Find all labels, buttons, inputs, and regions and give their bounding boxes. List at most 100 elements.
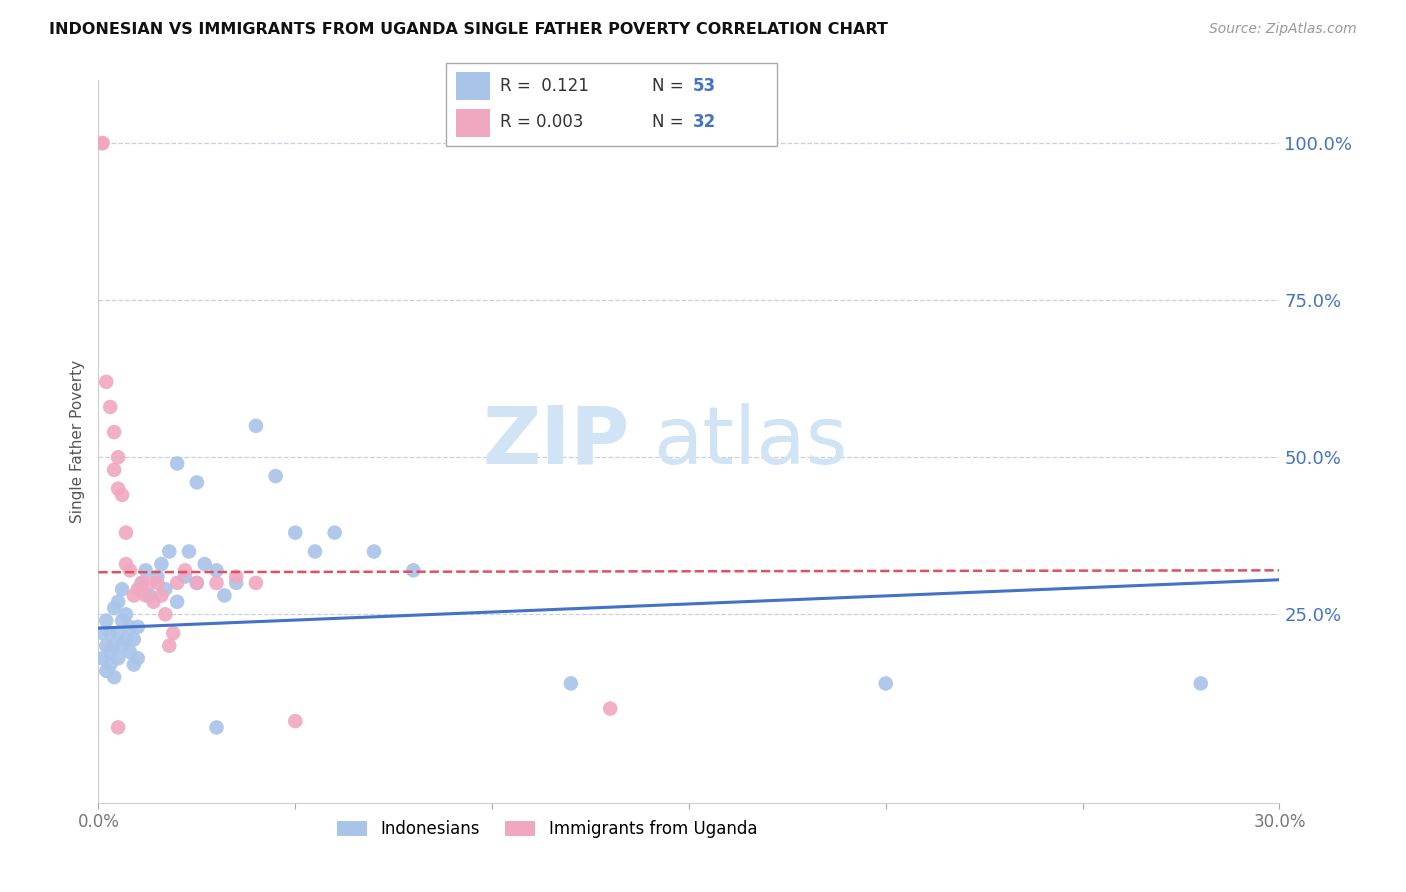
- Point: [96, 614, 118, 628]
- Point: [96, 375, 118, 389]
- Point: [118, 645, 141, 659]
- Point: [284, 714, 307, 728]
- Point: [127, 620, 149, 634]
- Point: [225, 575, 247, 590]
- Text: R =  0.121: R = 0.121: [501, 77, 589, 95]
- Point: [205, 575, 228, 590]
- Text: 32: 32: [693, 113, 716, 131]
- Point: [96, 639, 118, 653]
- Point: [225, 569, 247, 583]
- Point: [150, 557, 173, 571]
- Text: Source: ZipAtlas.com: Source: ZipAtlas.com: [1209, 22, 1357, 37]
- Point: [146, 575, 169, 590]
- Point: [103, 670, 125, 684]
- Point: [194, 557, 217, 571]
- Point: [98, 657, 121, 672]
- Point: [205, 720, 228, 734]
- Point: [103, 601, 125, 615]
- Point: [91, 136, 114, 150]
- Point: [91, 651, 114, 665]
- Text: 53: 53: [693, 77, 716, 95]
- Point: [107, 626, 129, 640]
- Point: [177, 544, 200, 558]
- Point: [111, 614, 134, 628]
- Point: [245, 418, 267, 433]
- FancyBboxPatch shape: [446, 63, 778, 146]
- Point: [166, 457, 188, 471]
- Point: [150, 589, 173, 603]
- Point: [560, 676, 582, 690]
- Point: [214, 589, 236, 603]
- Point: [323, 525, 346, 540]
- Point: [115, 632, 138, 647]
- Point: [599, 701, 621, 715]
- Point: [103, 425, 125, 439]
- FancyBboxPatch shape: [457, 109, 491, 137]
- Point: [186, 475, 208, 490]
- Point: [155, 607, 177, 622]
- Point: [118, 620, 141, 634]
- Point: [166, 595, 188, 609]
- Point: [138, 589, 160, 603]
- Point: [157, 544, 180, 558]
- Point: [155, 582, 177, 597]
- Point: [96, 664, 118, 678]
- Point: [127, 582, 149, 597]
- Point: [1189, 676, 1212, 690]
- Point: [91, 136, 114, 150]
- Text: R = 0.003: R = 0.003: [501, 113, 583, 131]
- Text: ZIP: ZIP: [482, 402, 630, 481]
- Text: N =: N =: [652, 77, 689, 95]
- FancyBboxPatch shape: [457, 71, 491, 100]
- Point: [115, 557, 138, 571]
- Point: [115, 525, 138, 540]
- Point: [98, 645, 121, 659]
- Point: [98, 626, 121, 640]
- Point: [107, 450, 129, 465]
- Point: [107, 720, 129, 734]
- Point: [103, 639, 125, 653]
- Point: [205, 563, 228, 577]
- Point: [98, 400, 121, 414]
- Point: [103, 463, 125, 477]
- Point: [146, 569, 169, 583]
- Point: [111, 639, 134, 653]
- Point: [363, 544, 385, 558]
- Legend: Indonesians, Immigrants from Uganda: Indonesians, Immigrants from Uganda: [330, 814, 763, 845]
- Point: [875, 676, 897, 690]
- Y-axis label: Single Father Poverty: Single Father Poverty: [69, 360, 84, 523]
- Point: [186, 575, 208, 590]
- Point: [135, 563, 157, 577]
- Point: [122, 632, 145, 647]
- Point: [174, 569, 197, 583]
- Point: [107, 651, 129, 665]
- Point: [157, 639, 180, 653]
- Point: [162, 626, 184, 640]
- Point: [91, 626, 114, 640]
- Point: [174, 563, 197, 577]
- Point: [304, 544, 326, 558]
- Point: [284, 525, 307, 540]
- Point: [107, 482, 129, 496]
- Point: [127, 651, 149, 665]
- Point: [135, 589, 157, 603]
- Point: [122, 589, 145, 603]
- Point: [166, 575, 188, 590]
- Point: [111, 582, 134, 597]
- Point: [122, 657, 145, 672]
- Point: [118, 563, 141, 577]
- Point: [186, 575, 208, 590]
- Point: [142, 595, 165, 609]
- Point: [131, 575, 153, 590]
- Point: [245, 575, 267, 590]
- Text: atlas: atlas: [654, 402, 848, 481]
- Point: [264, 469, 287, 483]
- Point: [115, 607, 138, 622]
- Point: [138, 575, 160, 590]
- Point: [402, 563, 425, 577]
- Text: INDONESIAN VS IMMIGRANTS FROM UGANDA SINGLE FATHER POVERTY CORRELATION CHART: INDONESIAN VS IMMIGRANTS FROM UGANDA SIN…: [49, 22, 889, 37]
- Point: [131, 575, 153, 590]
- Point: [107, 595, 129, 609]
- Point: [111, 488, 134, 502]
- Text: N =: N =: [652, 113, 689, 131]
